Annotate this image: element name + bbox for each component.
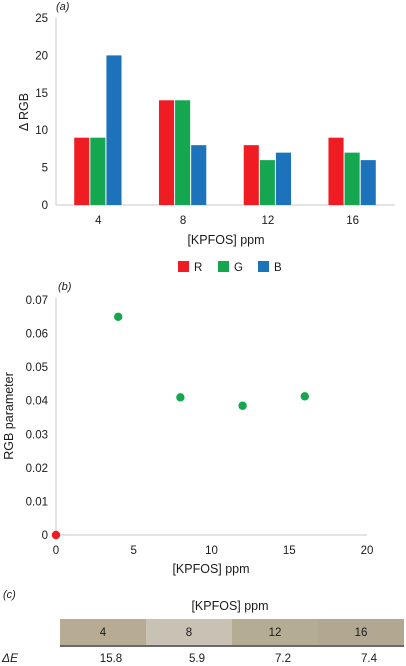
y-tick-label: 0.01 <box>26 496 48 508</box>
delta-e-value: 7.2 <box>275 653 291 665</box>
delta-e-value: 7.4 <box>361 653 378 665</box>
x-tick-label: 15 <box>283 545 296 557</box>
x-tick-label: 0 <box>53 545 59 557</box>
bar-g-12 <box>259 160 275 205</box>
y-tick-label: 0.04 <box>26 396 49 408</box>
x-tick-label: 16 <box>346 215 359 227</box>
y-tick-label: 10 <box>35 125 48 137</box>
swatch-16 <box>318 619 404 645</box>
row-label: ΔE <box>1 651 19 665</box>
y-tick-label: 20 <box>35 50 48 62</box>
legend-swatch-b <box>258 261 269 272</box>
y-tick-label: 0 <box>42 200 48 212</box>
swatch-row: 4 8 12 16 <box>60 619 404 645</box>
y-tick-label: 15 <box>35 88 48 100</box>
table-header: [KPFOS] ppm <box>191 599 268 613</box>
y-tick-labels: 0 0.01 0.02 0.03 0.04 0.05 0.06 0.07 <box>26 295 49 542</box>
swatch-label: 16 <box>355 627 368 639</box>
y-tick-label: 0.03 <box>26 429 48 441</box>
x-tick-labels: 0 5 10 15 20 <box>53 545 374 557</box>
x-tick-label: 20 <box>361 545 374 557</box>
legend-swatch-g <box>218 261 229 272</box>
x-axis-label: [KPFOS] ppm <box>172 562 249 576</box>
scatter-chart-b: (b) 0 0.01 0.02 0.03 0.04 0.05 0.06 0.07 0 5 10 15… <box>2 281 373 576</box>
legend-label-g: G <box>234 262 243 274</box>
swatch-label: 12 <box>269 627 282 639</box>
data-point <box>114 312 123 321</box>
bar-g-16 <box>344 152 360 205</box>
swatch-label: 8 <box>186 627 192 639</box>
bars <box>74 55 376 206</box>
panel-label-a: (a) <box>56 1 70 13</box>
data-point <box>238 401 247 410</box>
x-tick-label: 10 <box>205 545 218 557</box>
y-tick-label: 5 <box>42 163 48 175</box>
swatch-8 <box>146 619 232 645</box>
points <box>51 312 309 540</box>
x-axis-label: [KPFOS] ppm <box>187 233 264 247</box>
bar-b-12 <box>275 152 292 205</box>
y-tick-label: 0.06 <box>26 329 48 341</box>
legend-swatch-r <box>178 261 189 272</box>
y-tick-label: 0.02 <box>26 463 48 475</box>
y-tick-label: 25 <box>35 13 48 25</box>
delta-e-value: 5.9 <box>189 653 205 665</box>
delta-e-value: 15.8 <box>100 653 122 665</box>
x-tick-label: 5 <box>131 545 137 557</box>
bar-r-16 <box>328 137 344 205</box>
value-row: 15.8 5.9 7.2 7.4 <box>100 653 378 665</box>
x-tick-label: 12 <box>261 215 274 227</box>
table-c: (c) [KPFOS] ppm 4 8 12 16 ΔE 15.8 5.9 7.2 7.4 <box>1 589 404 665</box>
bar-r-12 <box>243 145 259 205</box>
y-tick-label: 0.05 <box>26 362 48 374</box>
x-tick-labels: 4 8 12 16 <box>95 215 359 227</box>
bar-g-8 <box>175 100 191 205</box>
legend-label-b: B <box>274 262 282 274</box>
panel-label-b: (b) <box>58 281 72 293</box>
swatch-label: 4 <box>100 627 107 639</box>
bar-r-4 <box>74 137 90 205</box>
data-point <box>176 393 185 402</box>
x-tick-label: 8 <box>180 215 186 227</box>
y-axis-label: Δ RGB <box>17 93 31 131</box>
bar-r-8 <box>158 100 175 205</box>
panel-label-c: (c) <box>3 589 16 601</box>
bar-b-16 <box>360 160 376 205</box>
y-tick-labels: 0 5 10 15 20 25 <box>35 13 48 212</box>
y-axis-label: RGB parameter <box>2 372 16 460</box>
x-tick-label: 4 <box>95 215 102 227</box>
swatch-4 <box>60 619 146 645</box>
bar-b-8 <box>191 145 207 205</box>
y-tick-label: 0 <box>42 530 48 542</box>
bar-g-4 <box>90 137 106 205</box>
data-point <box>300 392 309 401</box>
swatch-12 <box>232 619 318 645</box>
data-point <box>51 530 61 540</box>
bar-b-4 <box>106 55 122 206</box>
legend-label-r: R <box>194 262 202 274</box>
y-tick-label: 0.07 <box>26 295 48 307</box>
